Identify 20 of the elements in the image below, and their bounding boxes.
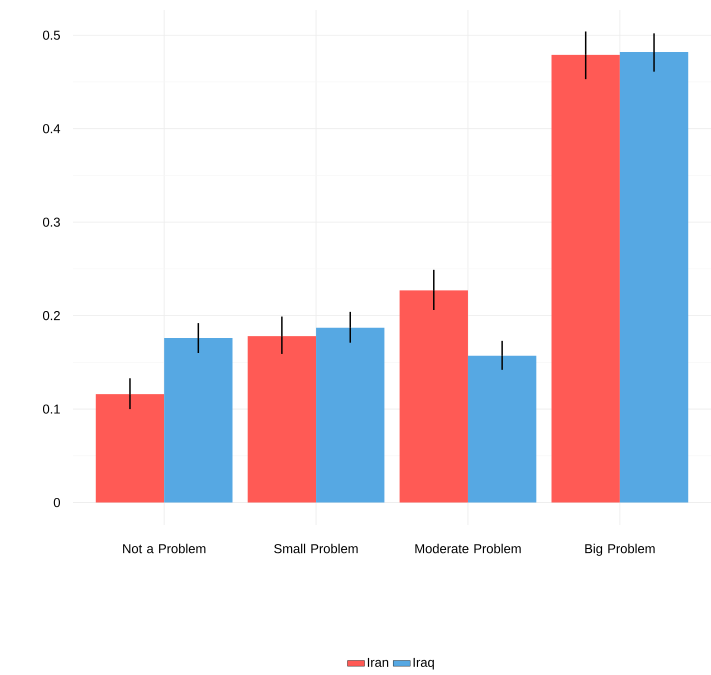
y-tick-label: 0 [54,498,60,508]
bar [316,328,384,503]
x-tick-label: Not a Problem [123,544,206,554]
bar [620,52,688,503]
x-tick-label: Big Problem [585,544,655,556]
bar [468,356,536,503]
bar [248,336,316,503]
bar [96,394,164,503]
bar [400,290,468,503]
y-tick-label: 0.3 [42,218,60,227]
y-tick-label: 0.5 [42,30,60,40]
legend-label: Iran [368,658,388,667]
y-tick-label: 0.1 [42,404,60,414]
x-tick-label: Moderate Problem [415,544,521,554]
bar [164,338,233,503]
legend-label: Iraq [414,658,434,670]
x-tick-label: Small Problem [274,544,358,554]
y-tick-label: 0.4 [42,124,60,134]
y-tick-label: 0.2 [42,311,60,320]
bar [552,54,620,503]
